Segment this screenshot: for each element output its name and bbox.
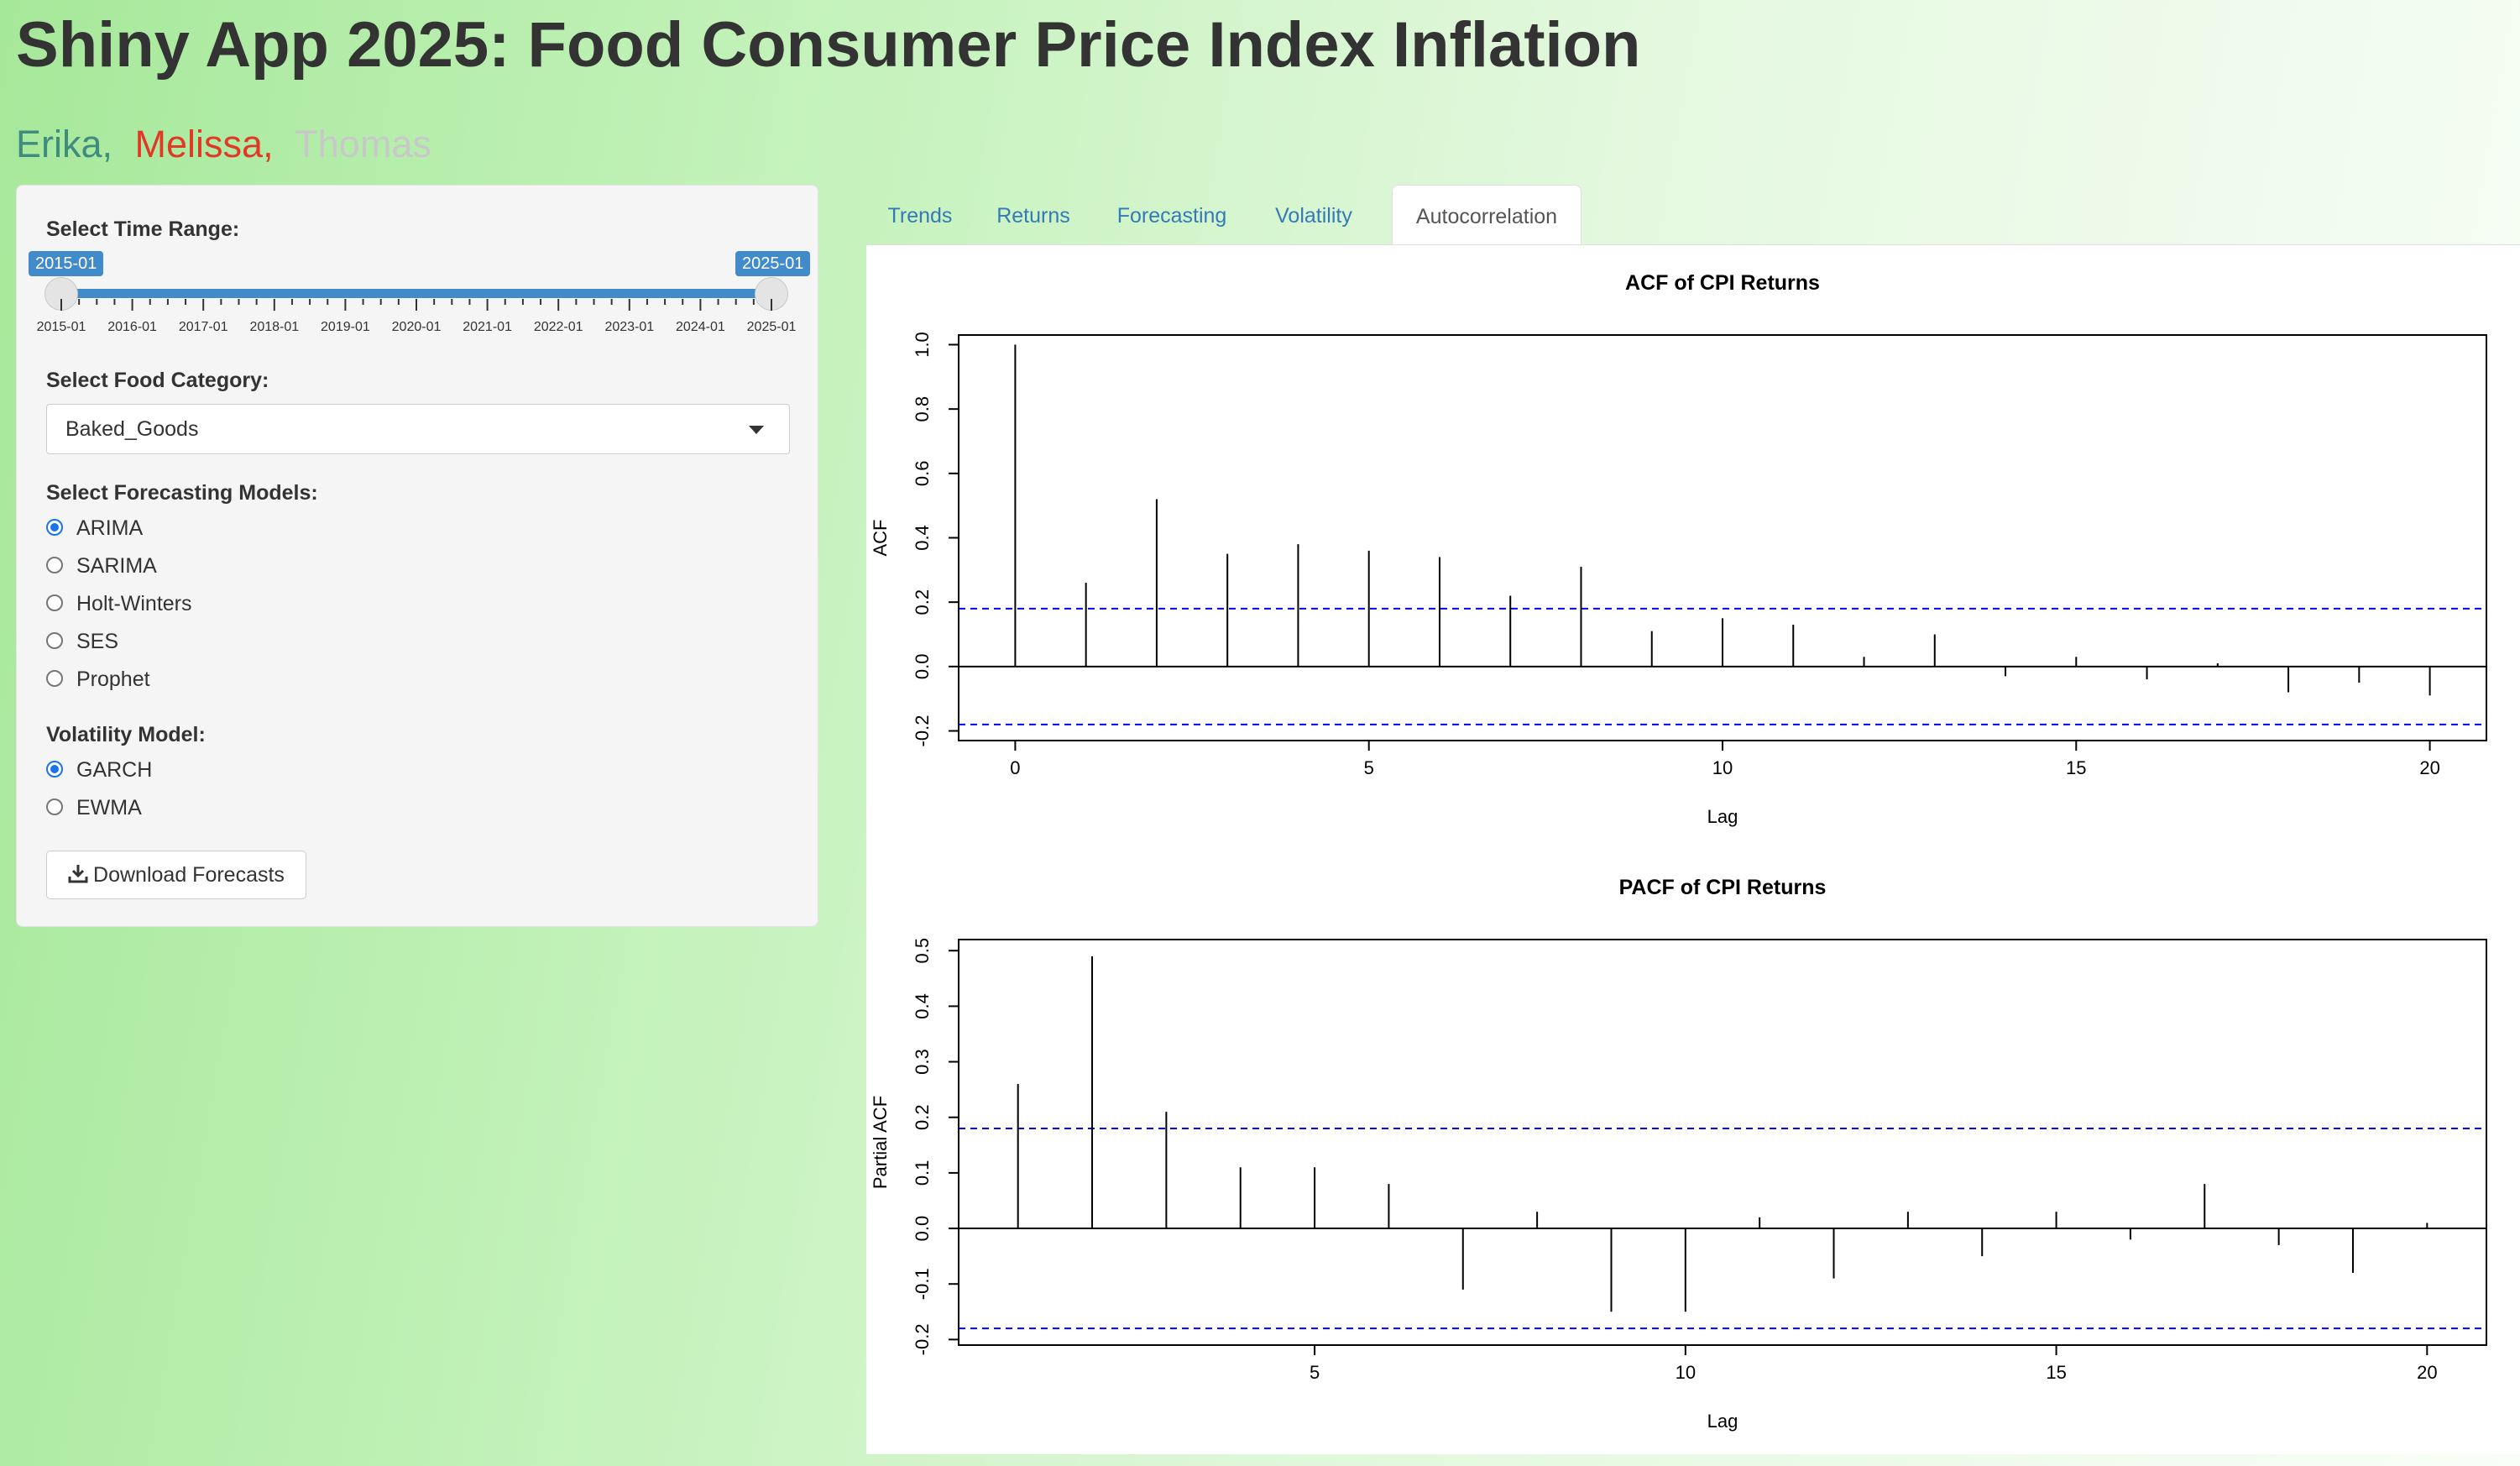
volatility-option-garch[interactable]: GARCH <box>46 756 152 784</box>
acf-chart: ACF of CPI Returns 0 5 10 15 20 Lag -0.2 0.0 0.2 0… <box>870 271 2487 827</box>
model-option-holt-winters[interactable]: Holt-Winters <box>46 589 192 618</box>
radio-icon[interactable] <box>46 761 63 778</box>
page-title: Shiny App 2025: Food Consumer Price Inde… <box>16 9 1641 81</box>
pacf-chart: PACF of CPI Returns 5 10 15 20 Lag -0.2 -0.1 0.0… <box>870 876 2487 1432</box>
tab-divider <box>866 244 2520 245</box>
radio-icon[interactable] <box>46 798 63 816</box>
tab-volatility[interactable]: Volatility <box>1275 204 1352 228</box>
slider-tick-label: 2024-01 <box>676 320 725 334</box>
y-tick-label: 0.4 <box>912 993 933 1019</box>
radio-icon[interactable] <box>46 632 63 650</box>
x-tick-label: 20 <box>2417 1362 2437 1383</box>
volatility-model-label: Volatility Model: <box>46 723 206 746</box>
slider-tick-label: 2015-01 <box>37 320 86 334</box>
y-tick-label: 0.8 <box>912 396 933 422</box>
slider-tick-label: 2022-01 <box>534 320 583 334</box>
time-range-slider[interactable] <box>61 289 771 298</box>
y-tick-label: 0.4 <box>912 525 933 551</box>
plot-frame <box>958 334 2487 741</box>
y-tick-label: 0.3 <box>912 1049 933 1075</box>
y-axis-label: Partial ACF <box>870 1096 891 1189</box>
x-tick-label: 15 <box>2046 1362 2066 1383</box>
y-tick-label: 0.5 <box>912 938 933 964</box>
x-tick-label: 10 <box>1676 1362 1696 1383</box>
x-tick-label: 5 <box>1364 757 1374 778</box>
slider-tick-label: 2016-01 <box>107 320 157 334</box>
tab-returns[interactable]: Returns <box>996 204 1070 228</box>
author-thomas: Thomas <box>295 123 431 165</box>
y-tick-label: -0.2 <box>912 715 933 747</box>
y-tick-label: -0.1 <box>912 1268 933 1300</box>
slider-tick-label: 2019-01 <box>321 320 370 334</box>
download-icon <box>68 865 88 883</box>
model-option-ses[interactable]: SES <box>46 627 118 656</box>
y-tick-label: 0.1 <box>912 1160 933 1186</box>
autocorrelation-panel: ACF of CPI Returns 0 5 10 15 20 Lag -0.2 0.0 0.2 0… <box>866 245 2520 1454</box>
slider-tick-label: 2020-01 <box>392 320 442 334</box>
x-tick-label: 5 <box>1310 1362 1320 1383</box>
model-option-label: SES <box>76 630 119 653</box>
volatility-option-label: EWMA <box>76 796 142 819</box>
slider-tick-label: 2018-01 <box>249 320 299 334</box>
time-range-label: Select Time Range: <box>46 217 240 241</box>
radio-icon[interactable] <box>46 670 63 688</box>
download-forecasts-button[interactable]: Download Forecasts <box>46 851 306 899</box>
y-axis-label: ACF <box>870 520 891 557</box>
slider-tick-label: 2021-01 <box>463 320 512 334</box>
slider-tick-label: 2023-01 <box>604 320 654 334</box>
tab-forecasting[interactable]: Forecasting <box>1116 204 1227 228</box>
x-tick-label: 15 <box>2066 757 2086 778</box>
chart-title: PACF of CPI Returns <box>1619 876 1827 899</box>
food-category-label: Select Food Category: <box>46 369 269 392</box>
tab-trends[interactable]: Trends <box>887 204 953 228</box>
model-option-label: Holt-Winters <box>76 592 192 615</box>
x-tick-label: 10 <box>1712 757 1733 778</box>
author-melissa: Melissa, <box>134 123 274 165</box>
y-tick-label: 1.0 <box>912 332 933 358</box>
caret-down-icon <box>749 426 764 434</box>
food-category-select[interactable]: Baked_Goods <box>46 404 790 454</box>
x-axis-label: Lag <box>1707 806 1738 827</box>
chart-title: ACF of CPI Returns <box>1625 271 1820 295</box>
plot-frame <box>958 939 2487 1346</box>
radio-icon[interactable] <box>46 557 63 574</box>
model-option-prophet[interactable]: Prophet <box>46 665 150 694</box>
food-category-value: Baked_Goods <box>65 417 199 441</box>
x-axis-label: Lag <box>1707 1411 1738 1432</box>
download-label: Download Forecasts <box>93 863 285 887</box>
volatility-option-label: GARCH <box>76 758 153 782</box>
range-start-badge: 2015-01 <box>29 251 104 276</box>
author-erika: Erika, <box>16 123 113 165</box>
model-option-arima[interactable]: ARIMA <box>46 514 143 542</box>
slider-tick-label: 2025-01 <box>747 320 797 334</box>
y-tick-label: -0.2 <box>912 1323 933 1355</box>
slider-tick-label: 2017-01 <box>179 320 228 334</box>
model-option-label: ARIMA <box>76 516 144 540</box>
x-tick-label: 20 <box>2419 757 2439 778</box>
y-tick-label: 0.0 <box>912 1216 933 1242</box>
forecasting-models-label: Select Forecasting Models: <box>46 481 318 505</box>
y-tick-label: 0.2 <box>912 589 933 615</box>
sidebar-panel: Select Time Range: 2015-01 2025-01 2015-… <box>16 185 818 927</box>
y-tick-label: 0.0 <box>912 654 933 680</box>
author-list: Erika, Melissa, Thomas <box>16 123 443 166</box>
model-option-label: Prophet <box>76 668 150 691</box>
range-end-badge: 2025-01 <box>735 251 811 276</box>
x-tick-label: 0 <box>1010 757 1020 778</box>
radio-icon[interactable] <box>46 519 63 537</box>
model-option-label: SARIMA <box>76 554 157 578</box>
model-option-sarima[interactable]: SARIMA <box>46 552 157 580</box>
tab-autocorrelation[interactable]: Autocorrelation <box>1392 185 1582 245</box>
y-tick-label: 0.2 <box>912 1104 933 1130</box>
y-tick-label: 0.6 <box>912 461 933 487</box>
radio-icon[interactable] <box>46 594 63 612</box>
volatility-option-ewma[interactable]: EWMA <box>46 793 142 822</box>
slider-tick-axis: 2015-01 2016-01 2017-01 2018-01 2019-01 2020-… <box>37 299 797 334</box>
